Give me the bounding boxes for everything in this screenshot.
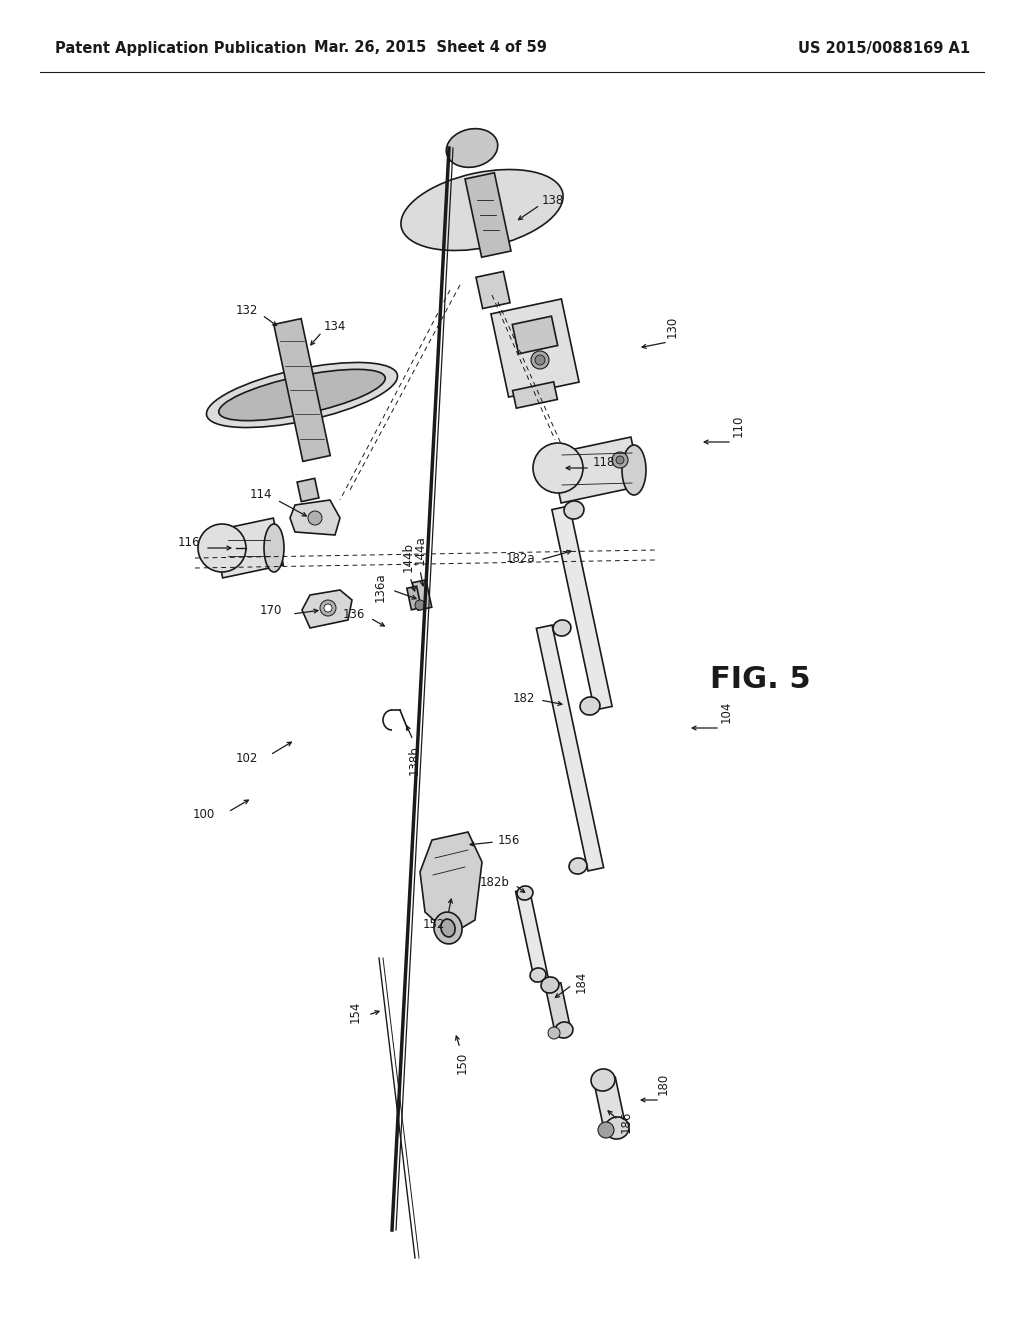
Circle shape — [415, 601, 425, 610]
Text: US 2015/0088169 A1: US 2015/0088169 A1 — [798, 41, 970, 55]
Text: 130: 130 — [666, 315, 679, 338]
Text: 138: 138 — [542, 194, 564, 206]
Ellipse shape — [534, 444, 583, 492]
Ellipse shape — [219, 370, 385, 421]
Text: Patent Application Publication: Patent Application Publication — [55, 41, 306, 55]
Polygon shape — [302, 590, 352, 628]
Ellipse shape — [446, 128, 498, 168]
Text: 100: 100 — [193, 808, 215, 821]
Polygon shape — [476, 272, 510, 309]
Polygon shape — [413, 579, 432, 610]
Ellipse shape — [622, 445, 646, 495]
Text: 114: 114 — [250, 488, 272, 502]
Polygon shape — [407, 586, 421, 610]
Ellipse shape — [553, 620, 571, 636]
Ellipse shape — [434, 912, 462, 944]
Text: 156: 156 — [498, 833, 520, 846]
Text: 182b: 182b — [480, 875, 510, 888]
Polygon shape — [545, 983, 570, 1034]
Polygon shape — [516, 888, 549, 982]
Circle shape — [531, 351, 549, 370]
Ellipse shape — [264, 524, 284, 572]
Text: 144b: 144b — [401, 543, 415, 572]
Circle shape — [612, 451, 628, 469]
Text: 102: 102 — [236, 751, 258, 764]
Text: 182: 182 — [513, 692, 535, 705]
Polygon shape — [513, 381, 557, 408]
Text: 134: 134 — [324, 321, 346, 334]
Polygon shape — [297, 478, 318, 502]
Text: 110: 110 — [731, 414, 744, 437]
Ellipse shape — [401, 169, 563, 251]
Text: 136: 136 — [343, 609, 365, 622]
Text: 132: 132 — [236, 304, 258, 317]
Polygon shape — [290, 500, 340, 535]
Polygon shape — [465, 173, 511, 257]
Ellipse shape — [605, 1117, 629, 1139]
Text: 138b: 138b — [408, 744, 421, 775]
Text: 116: 116 — [177, 536, 200, 549]
Polygon shape — [213, 517, 284, 578]
Circle shape — [598, 1122, 614, 1138]
Text: 182a: 182a — [506, 552, 535, 565]
Ellipse shape — [580, 697, 600, 715]
Text: 154: 154 — [349, 1001, 362, 1023]
Text: Mar. 26, 2015  Sheet 4 of 59: Mar. 26, 2015 Sheet 4 of 59 — [313, 41, 547, 55]
Polygon shape — [273, 318, 331, 462]
Circle shape — [308, 511, 322, 525]
Polygon shape — [537, 626, 603, 871]
Text: 170: 170 — [260, 603, 282, 616]
Polygon shape — [551, 437, 641, 503]
Polygon shape — [420, 832, 482, 935]
Ellipse shape — [569, 858, 587, 874]
Text: FIG. 5: FIG. 5 — [710, 665, 810, 694]
Ellipse shape — [555, 1022, 573, 1038]
Polygon shape — [594, 1077, 626, 1133]
Circle shape — [548, 1027, 560, 1039]
Text: 104: 104 — [720, 701, 732, 723]
Ellipse shape — [207, 363, 397, 428]
Circle shape — [616, 455, 624, 465]
Text: 184: 184 — [575, 970, 588, 993]
Text: 144a: 144a — [414, 535, 427, 565]
Ellipse shape — [517, 886, 532, 900]
Ellipse shape — [198, 524, 246, 572]
Text: 180: 180 — [656, 1073, 670, 1096]
Ellipse shape — [591, 1069, 615, 1092]
Polygon shape — [512, 317, 558, 354]
Polygon shape — [552, 506, 612, 710]
Polygon shape — [490, 298, 579, 397]
Ellipse shape — [541, 977, 559, 993]
Text: 186: 186 — [620, 1111, 633, 1133]
Text: 150: 150 — [456, 1052, 469, 1074]
Ellipse shape — [530, 968, 546, 982]
Text: 136a: 136a — [374, 572, 387, 602]
Circle shape — [324, 605, 332, 612]
Circle shape — [319, 601, 336, 616]
Ellipse shape — [564, 502, 584, 519]
Text: 118: 118 — [593, 457, 615, 470]
Circle shape — [535, 355, 545, 366]
Ellipse shape — [441, 919, 455, 937]
Text: 152: 152 — [423, 917, 445, 931]
